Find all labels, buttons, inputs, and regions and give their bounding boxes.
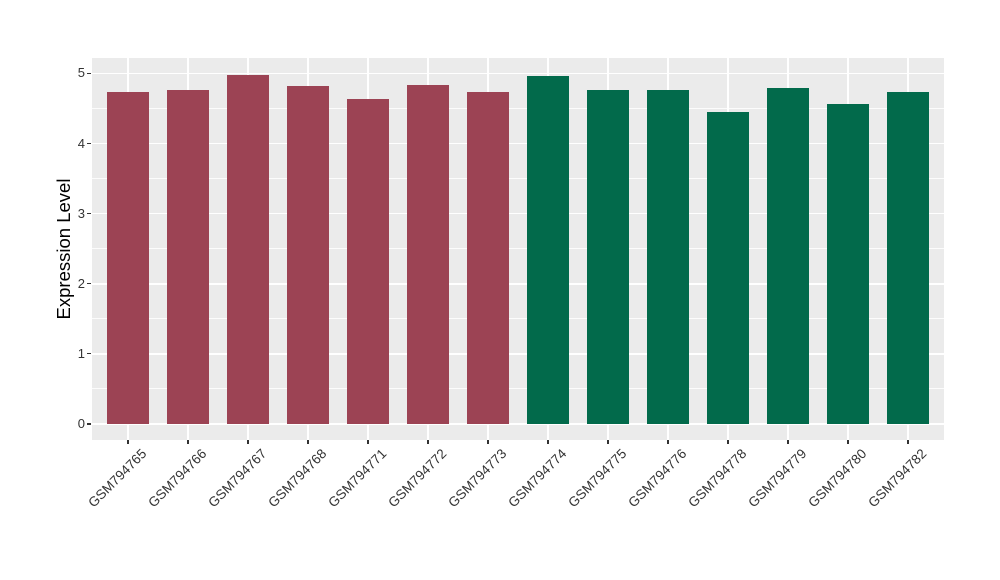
gridline-major	[92, 423, 944, 425]
x-tick-mark	[247, 440, 249, 444]
x-tick-mark	[127, 440, 129, 444]
y-tick-mark	[87, 212, 91, 215]
y-tick-mark	[87, 353, 91, 355]
gridline-major	[92, 72, 944, 75]
x-tick-label: GSM794774	[505, 446, 570, 511]
plot-panel	[92, 58, 944, 440]
bar-GSM794773	[467, 91, 509, 424]
bar-GSM794779	[767, 88, 809, 424]
y-tick-label: 0	[77, 415, 85, 431]
x-tick-mark	[487, 440, 489, 444]
bar-GSM794766	[167, 89, 209, 424]
y-axis-title: Expression Level	[53, 178, 74, 320]
x-tick-mark	[847, 440, 849, 444]
x-tick-label: GSM794773	[445, 446, 510, 511]
gridline-minor	[92, 178, 944, 180]
x-tick-mark	[907, 440, 909, 444]
gridline-major	[92, 352, 944, 355]
bar-GSM794772	[407, 84, 449, 424]
y-tick-label: 5	[77, 65, 85, 81]
x-tick-label: GSM794779	[745, 446, 810, 511]
bar-GSM794771	[347, 99, 389, 424]
gridline-minor	[92, 318, 944, 320]
y-tick-label: 1	[77, 345, 85, 361]
gridline-minor	[92, 107, 944, 109]
x-tick-label: GSM794768	[265, 446, 330, 511]
x-tick-label: GSM794771	[325, 446, 390, 511]
bar-GSM794778	[707, 111, 749, 424]
x-tick-mark	[187, 440, 189, 444]
x-tick-label: GSM794766	[145, 446, 210, 511]
gridline-major	[92, 212, 944, 215]
x-tick-mark	[607, 440, 609, 444]
bar-GSM794768	[287, 86, 329, 424]
bar-GSM794775	[587, 89, 629, 424]
x-tick-label: GSM794775	[565, 446, 630, 511]
y-tick-mark	[87, 142, 91, 145]
x-tick-label: GSM794778	[685, 446, 750, 511]
y-tick-label: 2	[77, 275, 85, 291]
x-tick-mark	[787, 440, 789, 444]
x-tick-label: GSM794780	[805, 446, 870, 511]
x-tick-mark	[667, 440, 669, 444]
y-tick-mark	[87, 423, 91, 425]
bar-GSM794776	[647, 90, 689, 424]
x-tick-label: GSM794776	[625, 446, 690, 511]
x-tick-label: GSM794772	[385, 446, 450, 511]
x-tick-mark	[727, 440, 729, 444]
x-tick-label: GSM794782	[865, 446, 930, 511]
y-tick-mark	[87, 72, 91, 75]
bar-GSM794774	[527, 76, 569, 424]
gridline-minor	[92, 388, 944, 390]
gridline-minor	[92, 248, 944, 250]
bar-GSM794782	[887, 91, 929, 424]
bar-GSM794765	[107, 91, 149, 424]
x-tick-mark	[307, 440, 309, 444]
y-tick-mark	[87, 282, 91, 285]
y-tick-label: 3	[77, 205, 85, 221]
x-tick-mark	[367, 440, 369, 444]
x-tick-mark	[547, 440, 549, 444]
bar-GSM794780	[827, 103, 869, 424]
gridline-major	[92, 282, 944, 285]
x-tick-label: GSM794765	[85, 446, 150, 511]
x-tick-label: GSM794767	[205, 446, 270, 511]
x-tick-mark	[427, 440, 429, 444]
bar-GSM794767	[227, 74, 269, 424]
y-tick-label: 4	[77, 135, 85, 151]
gridline-major	[92, 142, 944, 145]
